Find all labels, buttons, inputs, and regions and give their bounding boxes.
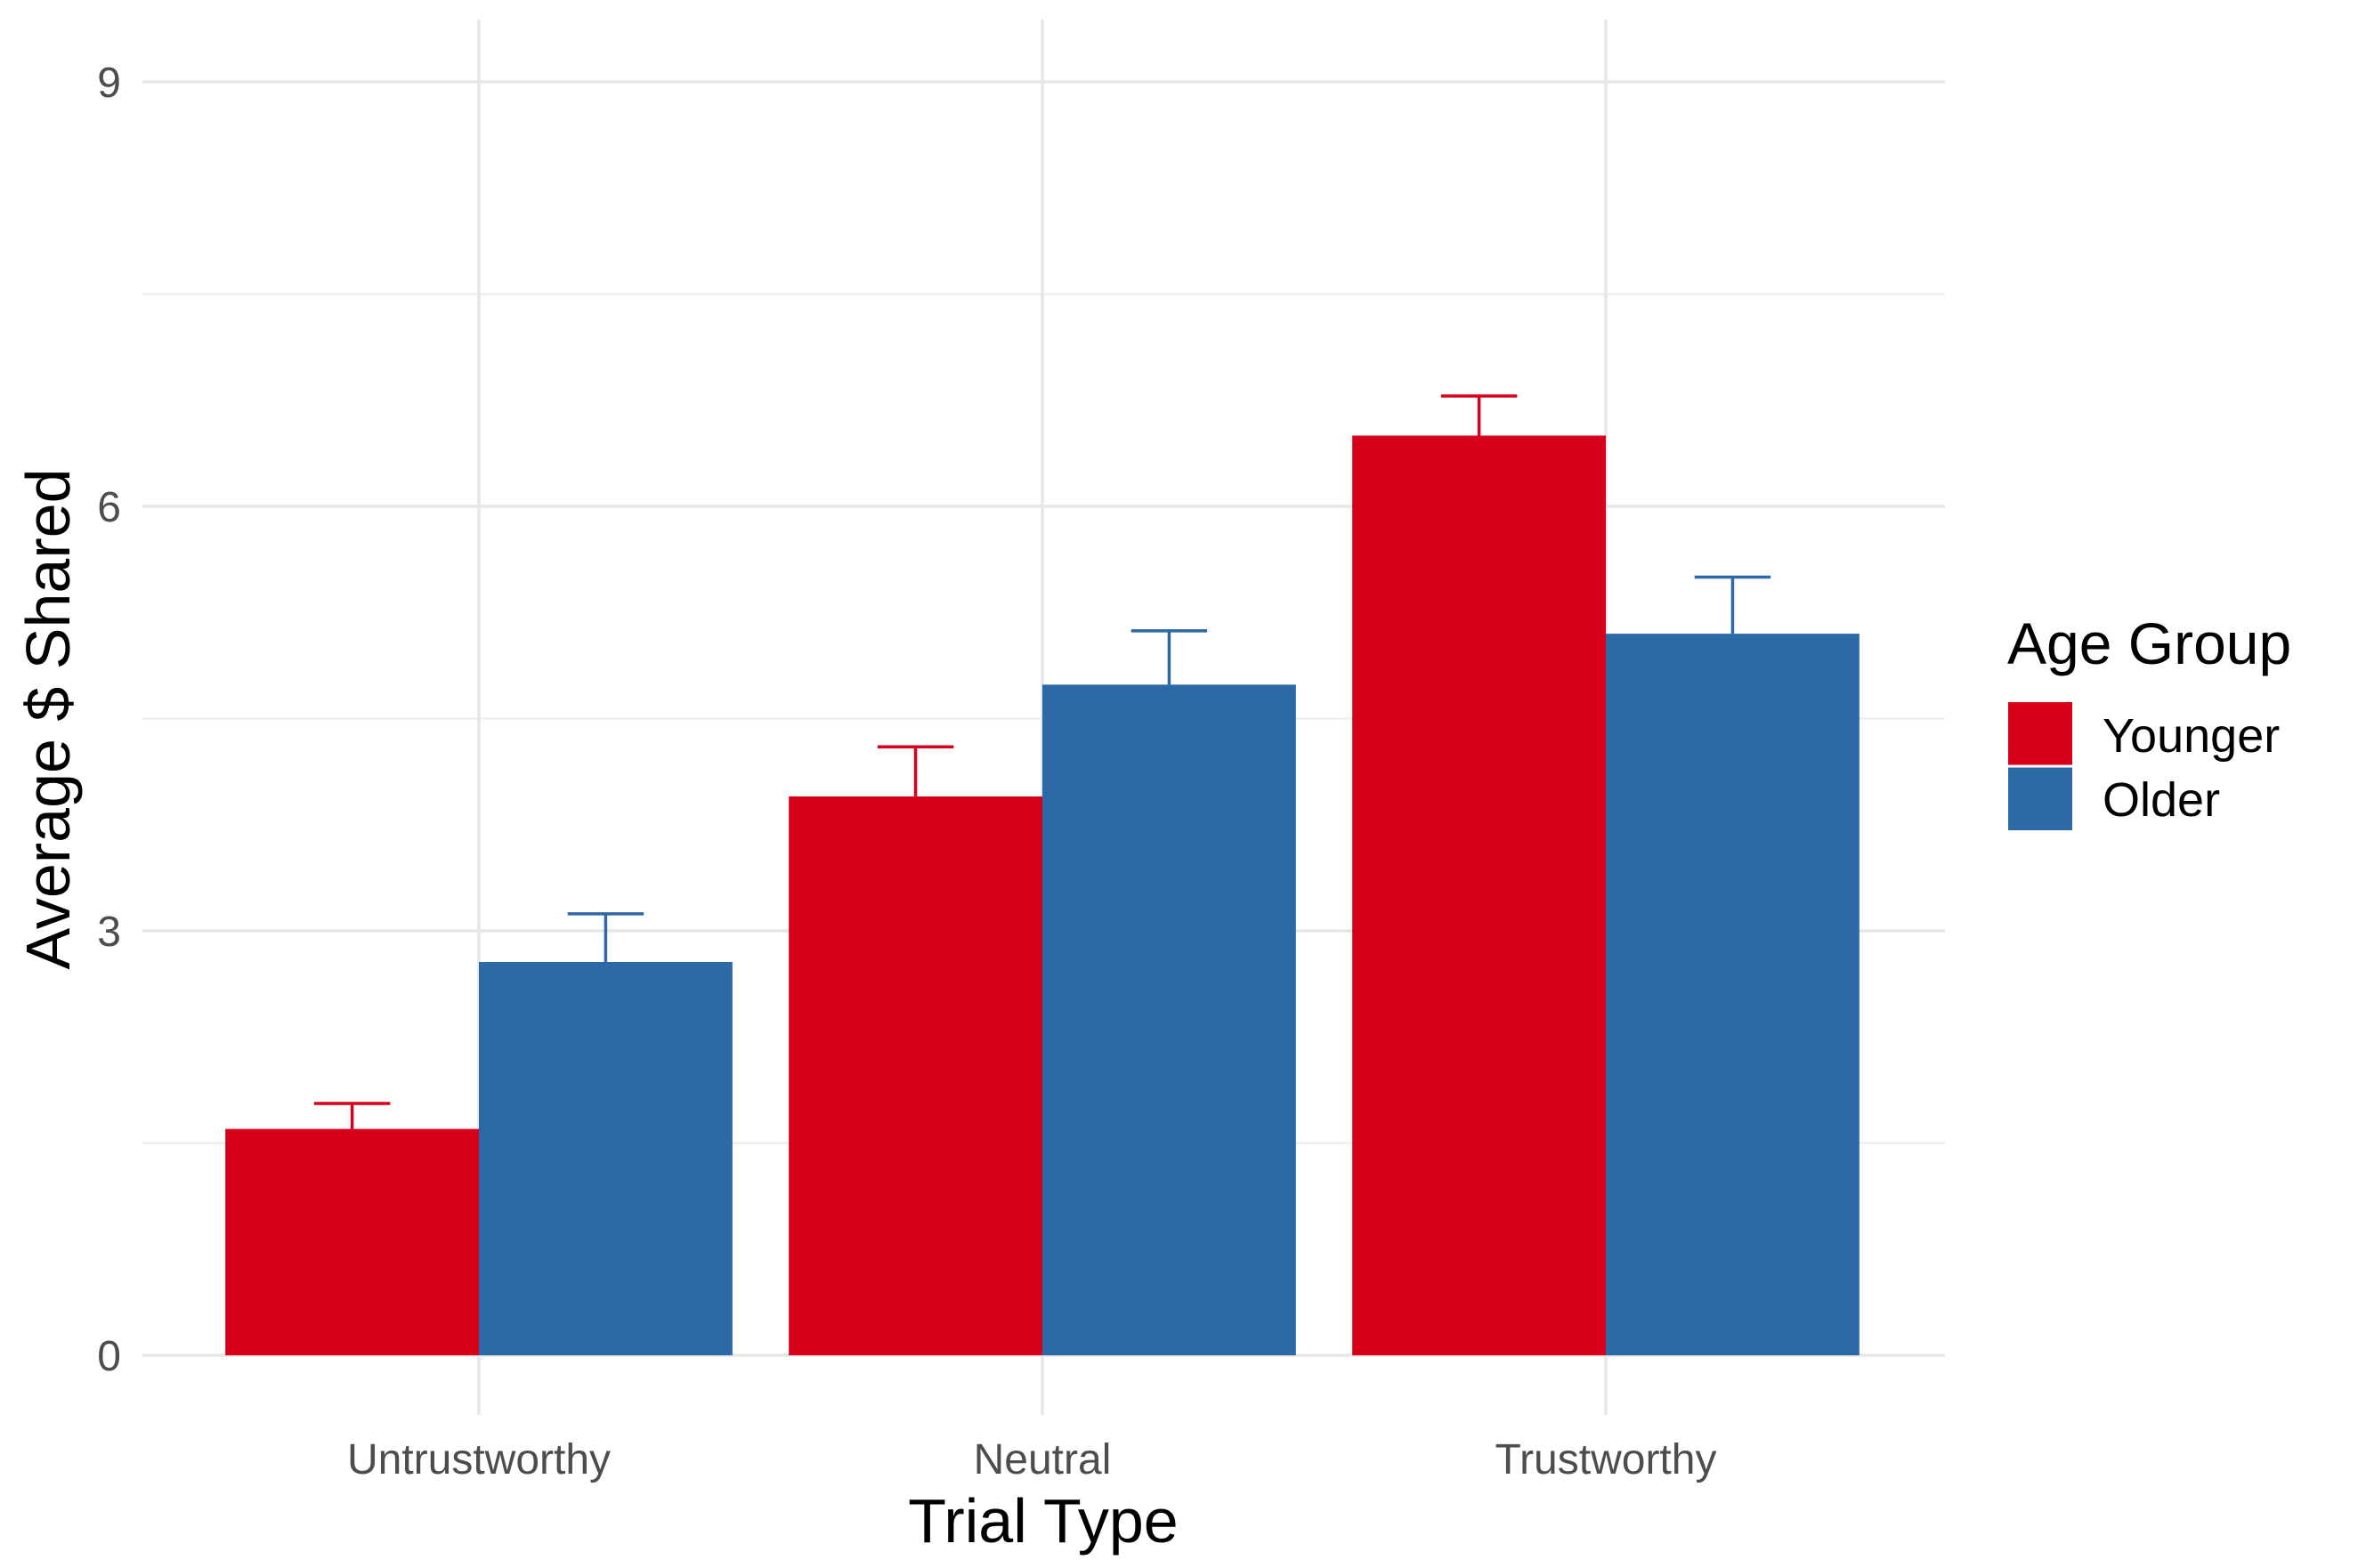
x-tick-labels: Untrustworthy Neutral Trustworthy [347,1436,1717,1483]
bar-older [1606,634,1860,1355]
bar-younger [789,796,1042,1355]
y-tick-label: 6 [97,484,121,531]
bar-older [479,961,733,1355]
x-tick-label: Trustworthy [1495,1436,1717,1483]
legend-title: Age Group [2007,610,2291,676]
bar-younger [1352,435,1606,1355]
y-axis-title: Average $ Shared [13,468,83,969]
x-axis-title: Trial Type [908,1486,1178,1556]
x-tick-label: Neutral [974,1436,1112,1483]
y-tick-label: 9 [97,60,121,107]
x-tick-label: Untrustworthy [347,1436,611,1483]
bar-younger [225,1128,479,1355]
error-bars [313,394,1771,1129]
legend: Age Group Younger Older [2007,610,2291,830]
legend-label-older: Older [2103,773,2220,827]
y-tick-label: 3 [97,909,121,956]
bar-older [1042,684,1296,1355]
bars [225,435,1860,1355]
legend-label-younger: Younger [2103,709,2280,763]
legend-key-younger [2008,702,2072,766]
y-tick-labels: 0 3 6 9 [97,60,121,1380]
legend-key-older [2008,766,2072,830]
y-tick-label: 0 [97,1333,121,1380]
